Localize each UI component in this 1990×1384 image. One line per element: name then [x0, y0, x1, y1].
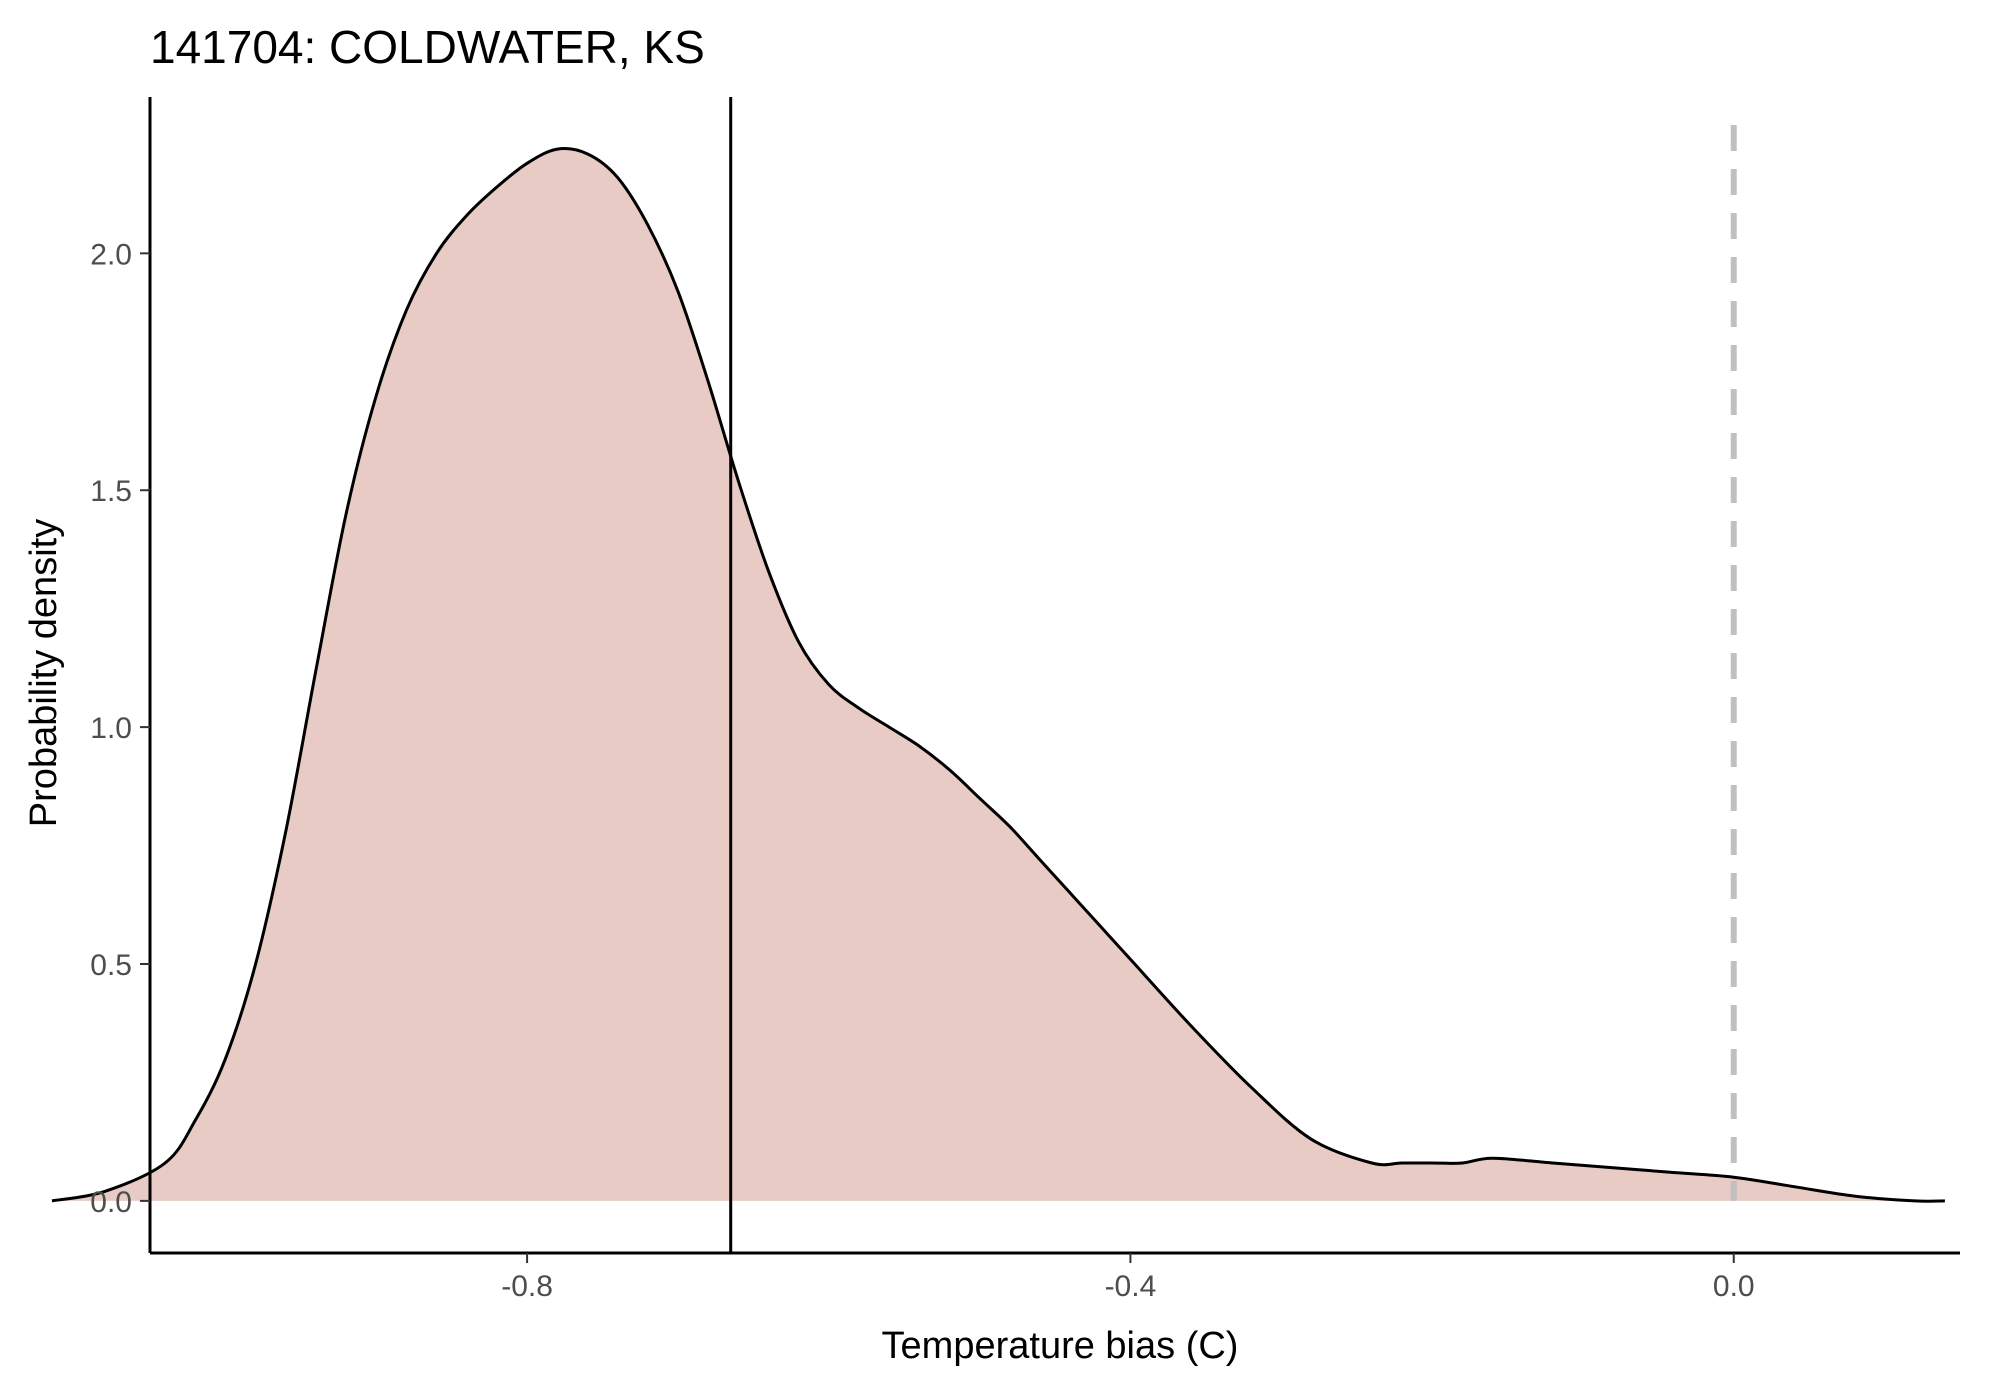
y-axis-title: Probability density: [23, 519, 65, 827]
x-tick-label: 0.0: [1713, 1270, 1755, 1303]
x-tick-label: -0.4: [1105, 1270, 1157, 1303]
density-curve: [51, 147, 1945, 1203]
y-tick-label: 1.0: [90, 712, 132, 745]
x-axis-title: Temperature bias (C): [882, 1325, 1239, 1367]
y-tick-label: 0.0: [90, 1186, 132, 1219]
plot-area: 0.0 0.5 1.0 1.5 2.0 -0.8 -0.4 0.0: [51, 97, 1960, 1303]
x-tick-label: -0.8: [501, 1270, 553, 1303]
y-tick-label: 0.5: [90, 949, 132, 982]
y-tick-label: 1.5: [90, 475, 132, 508]
density-area: [52, 148, 1945, 1202]
chart-title: 141704: COLDWATER, KS: [150, 21, 705, 73]
y-tick-label: 2.0: [90, 238, 132, 271]
